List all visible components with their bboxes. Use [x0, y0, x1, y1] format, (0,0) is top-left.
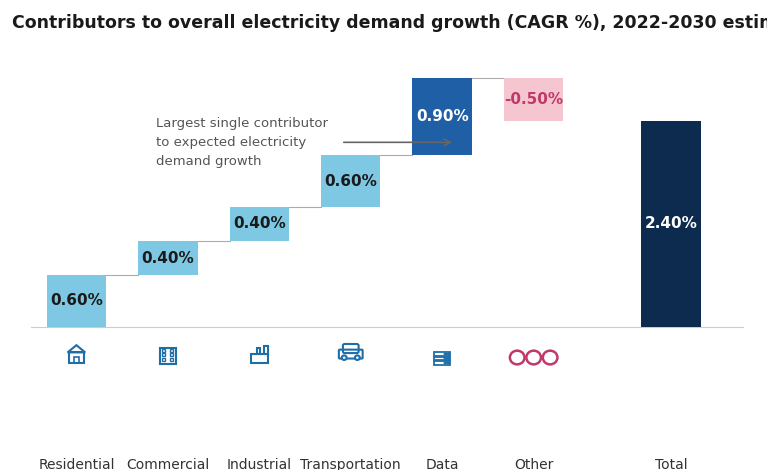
Text: Contributors to overall electricity demand growth (CAGR %), 2022-2030 estimated: Contributors to overall electricity dema… — [12, 14, 767, 32]
Circle shape — [448, 358, 449, 359]
Bar — [163, 358, 166, 361]
Bar — [74, 357, 79, 363]
Bar — [504, 78, 564, 121]
Bar — [434, 352, 450, 356]
Circle shape — [448, 353, 449, 354]
Circle shape — [355, 355, 360, 360]
Text: 2.40%: 2.40% — [644, 216, 697, 231]
Bar — [163, 349, 166, 352]
Circle shape — [448, 362, 449, 363]
Text: 0.90%: 0.90% — [416, 110, 469, 124]
Bar — [434, 357, 450, 360]
Text: 0.40%: 0.40% — [141, 251, 194, 266]
Circle shape — [444, 358, 446, 359]
Bar — [434, 361, 450, 365]
Bar — [251, 354, 268, 363]
Text: 0.40%: 0.40% — [233, 216, 285, 231]
Circle shape — [444, 362, 446, 363]
Bar — [69, 352, 84, 363]
Bar — [264, 345, 268, 354]
Circle shape — [446, 358, 447, 359]
Bar — [138, 241, 198, 275]
Bar — [163, 353, 166, 356]
Text: 0.60%: 0.60% — [50, 293, 103, 308]
Circle shape — [446, 353, 447, 354]
Circle shape — [342, 355, 347, 360]
Text: -0.50%: -0.50% — [504, 92, 563, 107]
Circle shape — [444, 353, 446, 354]
Bar — [257, 348, 260, 354]
Bar — [229, 207, 289, 241]
Bar — [641, 121, 700, 327]
Text: 0.60%: 0.60% — [324, 173, 377, 188]
Bar — [170, 358, 173, 361]
Circle shape — [446, 362, 447, 363]
Bar — [321, 156, 380, 207]
Bar — [170, 349, 173, 352]
Bar — [170, 353, 173, 356]
Bar — [160, 348, 176, 364]
Text: Largest single contributor
to expected electricity
demand growth: Largest single contributor to expected e… — [156, 117, 328, 168]
Bar — [47, 275, 106, 327]
Bar — [413, 78, 472, 156]
